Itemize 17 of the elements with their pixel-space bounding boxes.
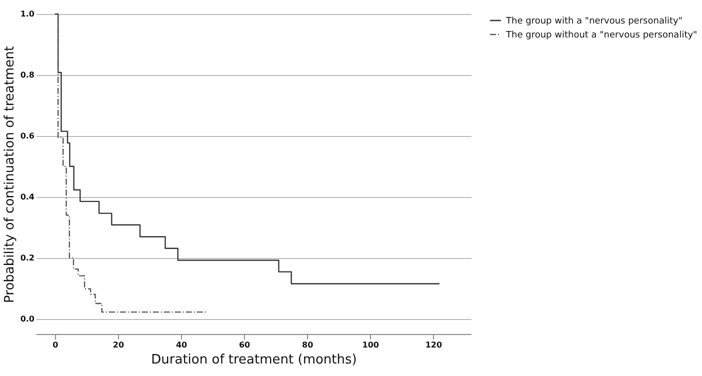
y-tick-label: 0.8 [20, 70, 35, 80]
x-axis-title: Duration of treatment (months) [151, 352, 357, 368]
y-tick-label: 0.0 [20, 314, 35, 324]
legend-label: The group without a "nervous personality" [505, 30, 698, 40]
x-tick-label: 120 [425, 340, 442, 350]
y-tick-label: 1.0 [20, 10, 35, 18]
legend-label: The group with a "nervous personality" [505, 16, 682, 26]
y-axis-title: Probability of continuation of treatment [2, 46, 18, 303]
y-tick-label: 0.4 [20, 192, 35, 202]
x-tick-label: 100 [362, 340, 380, 350]
y-tick-label: 0.2 [20, 253, 34, 262]
x-tick-label: 40 [176, 340, 188, 350]
x-tick-label: 80 [302, 340, 314, 350]
x-tick-label: 0 [52, 340, 59, 350]
y-tick-label: 0.6 [20, 131, 35, 140]
x-tick-label: 20 [112, 340, 124, 350]
x-tick-label: 60 [238, 340, 251, 350]
